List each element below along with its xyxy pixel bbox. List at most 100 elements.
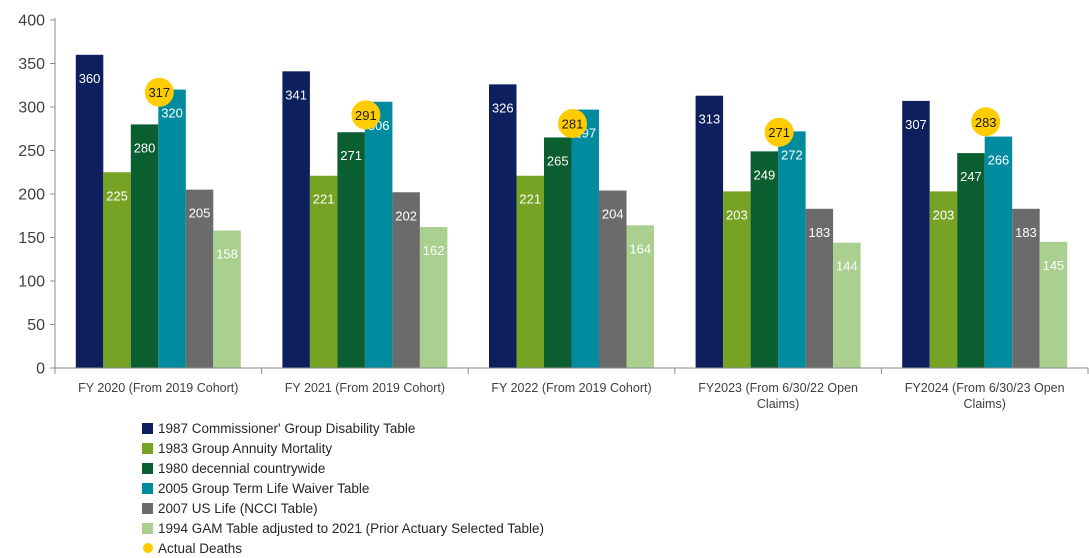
x-tick-label: FY 2021 (From 2019 Cohort) xyxy=(285,381,445,395)
actual-deaths-marker xyxy=(971,107,1001,137)
legend-swatch xyxy=(142,522,153,534)
bar-data-label: 183 xyxy=(1015,225,1037,240)
bar xyxy=(984,136,1013,368)
bars: 3602252803202051583412212713062021623262… xyxy=(75,54,1068,369)
bar-data-label: 221 xyxy=(313,192,335,207)
bar-data-label: 205 xyxy=(189,206,211,221)
bar xyxy=(364,101,393,368)
bar-data-label: 280 xyxy=(134,140,156,155)
bar xyxy=(392,192,420,368)
bar xyxy=(282,71,310,368)
bar xyxy=(778,131,806,368)
bar-chart: 0 50 100 150 200 250 300 350 400 360 225 280 320 205… xyxy=(18,13,1089,411)
x-tick-label: FY2024 (From 6/30/23 Open Claims) xyxy=(905,381,1065,411)
y-axis: 0 50 100 150 200 250 300 350 400 xyxy=(18,13,56,378)
legend-item: 1987 Commissioner' Group Disability Tabl… xyxy=(142,418,544,438)
actual-deaths-label: 281 xyxy=(562,117,584,132)
bar xyxy=(309,175,338,368)
bar xyxy=(337,132,365,368)
legend-marker-swatch xyxy=(143,543,153,553)
bar xyxy=(626,225,654,368)
y-tick-label: 0 xyxy=(36,361,45,378)
bar-data-label: 203 xyxy=(933,207,955,222)
legend-item: 1994 GAM Table adjusted to 2021 (Prior A… xyxy=(142,518,544,538)
x-tick-label: FY 2020 (From 2019 Cohort) xyxy=(78,381,238,395)
bar xyxy=(158,89,186,368)
bar xyxy=(489,84,517,368)
y-tick-label: 200 xyxy=(18,187,45,204)
legend-swatch xyxy=(142,482,153,494)
bar-data-label: 320 xyxy=(161,106,183,121)
actual-deaths-marker xyxy=(144,77,174,107)
actual-deaths-label: 291 xyxy=(355,108,377,123)
bar-data-label: 202 xyxy=(395,208,417,223)
legend-item: 1980 decennial countrywide xyxy=(142,458,544,478)
bar xyxy=(130,124,159,369)
bar-data-label: 326 xyxy=(492,100,514,115)
bar xyxy=(75,54,104,369)
actual-deaths-marker xyxy=(764,117,794,147)
bar-data-label: 271 xyxy=(340,148,362,163)
bar-data-label: 307 xyxy=(905,117,927,132)
bar xyxy=(103,172,131,368)
legend-label: Actual Deaths xyxy=(158,540,243,556)
bar-data-label: 247 xyxy=(960,169,982,184)
bar-data-label: 203 xyxy=(726,207,748,222)
legend: 1987 Commissioner' Group Disability Tabl… xyxy=(142,418,544,558)
legend-swatch xyxy=(142,502,153,514)
y-tick-label: 250 xyxy=(18,143,45,160)
legend-item: 2007 US Life (NCCI Table) xyxy=(142,498,544,518)
y-tick-label: 300 xyxy=(18,100,45,117)
bar xyxy=(213,230,241,368)
bar xyxy=(1039,241,1068,368)
bar-data-label: 144 xyxy=(836,259,858,274)
bar xyxy=(902,100,930,368)
x-tick-label: FY 2022 (From 2019 Cohort) xyxy=(491,381,651,395)
bar xyxy=(805,208,834,368)
bar xyxy=(571,109,599,369)
legend-label: 1983 Group Annuity Mortality xyxy=(158,440,333,456)
bar xyxy=(833,242,861,368)
bar-data-label: 164 xyxy=(629,241,651,256)
legend-swatch xyxy=(142,422,153,434)
legend-item: 1983 Group Annuity Mortality xyxy=(142,438,544,458)
y-tick-label: 150 xyxy=(18,230,45,247)
bar xyxy=(599,190,627,368)
bar xyxy=(185,189,214,368)
actual-deaths-markers: 317 291 281 271 283 xyxy=(144,77,1001,147)
bar-data-label: 204 xyxy=(602,207,624,222)
actual-deaths-label: 317 xyxy=(148,85,170,100)
actual-deaths-label: 271 xyxy=(768,125,790,140)
bar xyxy=(1012,208,1040,368)
legend-label: 1994 GAM Table adjusted to 2021 (Prior A… xyxy=(158,520,544,536)
bar xyxy=(419,227,448,368)
bar-data-label: 145 xyxy=(1043,258,1065,273)
bar-data-label: 183 xyxy=(808,225,830,240)
legend-label: 1980 decennial countrywide xyxy=(158,460,326,476)
bar-data-label: 360 xyxy=(79,71,101,86)
bar xyxy=(723,191,751,368)
y-tick-label: 50 xyxy=(27,317,45,334)
bar-data-label: 341 xyxy=(285,87,307,102)
legend-swatch xyxy=(142,442,153,454)
bar-data-label: 162 xyxy=(423,243,445,258)
x-axis: FY 2020 (From 2019 Cohort) FY 2021 (From … xyxy=(54,367,1089,411)
x-tick-label: FY2023 (From 6/30/22 Open Claims) xyxy=(698,381,858,411)
legend-item: Actual Deaths xyxy=(142,538,544,558)
bar xyxy=(957,153,985,368)
legend-item: 2005 Group Term Life Waiver Table xyxy=(142,478,544,498)
y-tick-label: 350 xyxy=(18,56,45,73)
legend-swatch xyxy=(142,462,153,474)
bar xyxy=(929,191,958,368)
bar-data-label: 272 xyxy=(781,147,803,162)
legend-label: 2005 Group Term Life Waiver Table xyxy=(158,480,370,496)
actual-deaths-marker xyxy=(351,100,381,130)
bar xyxy=(750,151,779,368)
bar-data-label: 225 xyxy=(106,188,128,203)
actual-deaths-label: 283 xyxy=(975,115,997,130)
y-tick-label: 100 xyxy=(18,274,45,291)
y-tick-label: 400 xyxy=(18,13,45,30)
bar-data-label: 313 xyxy=(698,112,720,127)
bar-data-label: 266 xyxy=(988,153,1010,168)
bar-data-label: 249 xyxy=(753,167,775,182)
